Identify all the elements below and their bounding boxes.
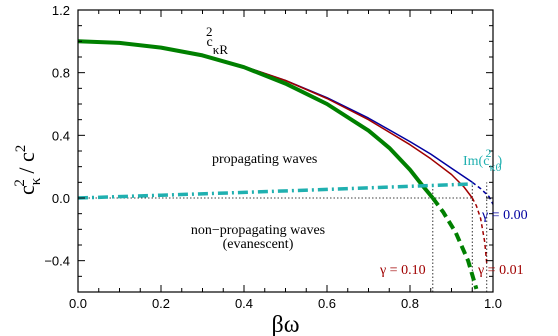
chart-curves	[77, 39, 494, 290]
svg-text:cκ2 / c2: cκ2 / c2	[12, 145, 44, 195]
annotation-gamma-0-10: γ = 0.10	[379, 263, 426, 278]
series-line	[471, 181, 494, 205]
x-tick-label: 0.0	[69, 296, 87, 311]
x-axis-label: βω	[271, 312, 299, 336]
series-line	[77, 39, 435, 200]
x-tick-label: 0.4	[235, 296, 253, 311]
y-axis-label: cκ2 / c2	[12, 145, 44, 195]
y-tick-label: −0.4	[44, 254, 70, 269]
annotation-non-propagating: non−propagating waves	[191, 223, 325, 238]
series-line	[431, 196, 479, 290]
series-line	[471, 197, 488, 264]
x-tick-label: 0.8	[401, 296, 419, 311]
y-tick-label: 0.4	[52, 128, 70, 143]
x-tick-label: 0.6	[318, 296, 336, 311]
annotation-gamma-0-00: γ = 0.00	[481, 208, 528, 223]
x-tick-label: 1.0	[484, 296, 502, 311]
y-tick-label: 1.2	[52, 3, 70, 18]
series-line	[77, 182, 473, 200]
annotation-c-kr: cκR2	[206, 24, 228, 57]
y-tick-label: 0.8	[52, 66, 70, 81]
y-tick-label: 0.0	[52, 191, 70, 206]
annotation-propagating: propagating waves	[212, 152, 317, 167]
axis-ticks: 0.0 0.2 0.4 0.6 0.8 1.0 −0.4 0.0 0.4 0.8 1.2	[44, 3, 502, 311]
x-tick-label: 0.2	[152, 296, 170, 311]
annotation-im-label: Im(cκ02)	[463, 146, 502, 174]
annotation-gamma-0-01: γ = 0.01	[477, 263, 524, 278]
annotation-evanescent: (evanescent)	[223, 237, 294, 252]
